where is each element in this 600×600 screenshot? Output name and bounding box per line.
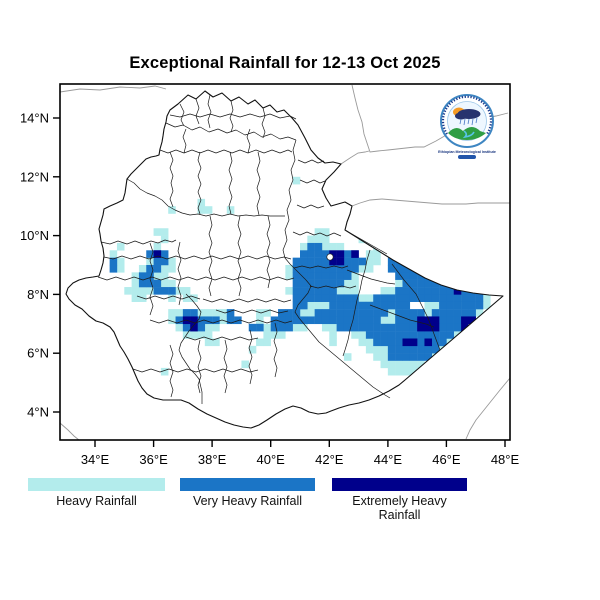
lon-tick-label: 34°E [81,452,110,467]
lat-tick-label: 10°N [20,228,49,243]
legend-swatch-heavy [28,478,165,491]
legend-label-very-heavy: Very Heavy Rainfall [192,494,303,508]
admin-boundaries [97,94,441,404]
page-title: Exceptional Rainfall for 12-13 Oct 2025 [129,54,441,72]
lon-tick-label: 44°E [374,452,403,467]
map-frame [59,83,511,441]
axis-ticks [53,117,506,447]
longitude-labels: 34°E 36°E 38°E 40°E 42°E 44°E 46°E 48°E [81,452,520,467]
lat-tick-label: 8°N [27,287,49,302]
legend-swatch-very-heavy [180,478,315,491]
lat-tick-label: 14°N [20,111,49,126]
legend-label-extremely-heavy: Extremely Heavy Rainfall [352,494,447,522]
legend-swatch-extremely-heavy [332,478,467,491]
lon-tick-label: 42°E [315,452,344,467]
lon-tick-label: 38°E [198,452,227,467]
logo-arc-text [441,95,493,135]
dire-dawa-boundary-circle [326,253,334,261]
ethiopia-outline [65,90,504,429]
lon-tick-label: 36°E [139,452,168,467]
institute-logo: Ethiopian Meteorological Institute [438,94,496,159]
lon-tick-label: 46°E [432,452,461,467]
lat-tick-label: 6°N [27,346,49,361]
rainfall-cells [109,176,498,376]
logo-rain-icon [459,117,478,126]
latitude-labels: 14°N 12°N 10°N 8°N 6°N 4°N [20,111,49,420]
lon-tick-label: 48°E [491,452,520,467]
logo-river-icon [462,130,475,139]
logo-hills-icon [448,127,486,140]
lat-tick-label: 4°N [27,405,49,420]
legend-label-heavy: Heavy Rainfall [56,494,137,508]
neighbor-borders [59,84,511,441]
logo-banner [458,155,476,159]
logo-caption: Ethiopian Meteorological Institute [438,150,496,154]
lat-tick-label: 12°N [20,169,49,184]
lon-tick-label: 40°E [257,452,286,467]
